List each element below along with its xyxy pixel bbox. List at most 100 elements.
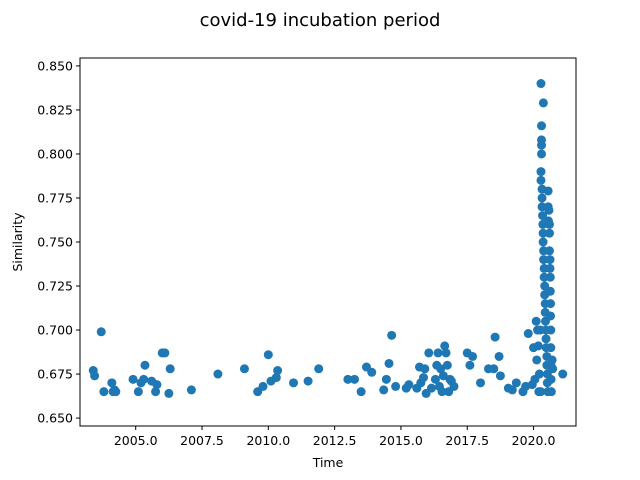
data-point	[536, 167, 546, 177]
x-tick-label: 2015.0	[379, 433, 423, 448]
data-point	[164, 388, 174, 398]
x-axis-ticks: 2005.0 2007.5 2010.0 2012.5 2015.0 2017.5 2020…	[114, 426, 556, 448]
data-point	[418, 373, 428, 383]
chart-title: covid-19 incubation period	[200, 10, 441, 31]
x-tick-label: 2005.0	[114, 433, 158, 448]
data-point	[543, 186, 553, 196]
data-points	[88, 79, 568, 398]
data-point	[258, 381, 268, 391]
data-point	[271, 373, 281, 383]
data-point	[544, 219, 554, 229]
data-point	[440, 341, 450, 351]
data-point	[430, 374, 440, 384]
data-point	[465, 360, 475, 370]
data-point	[99, 387, 109, 397]
data-point	[468, 351, 478, 361]
y-tick-label: 0.750	[37, 235, 73, 250]
data-point	[139, 374, 149, 384]
data-point	[495, 371, 505, 381]
data-point	[547, 355, 557, 365]
data-point	[165, 364, 175, 374]
data-point	[420, 364, 430, 374]
data-point	[239, 364, 249, 374]
data-point	[546, 299, 556, 309]
data-point	[449, 381, 459, 391]
x-tick-label: 2010.0	[246, 433, 290, 448]
data-point	[536, 175, 546, 185]
data-point	[289, 378, 299, 388]
data-point	[536, 79, 546, 89]
data-point	[507, 385, 517, 395]
data-point	[537, 193, 547, 203]
data-point	[350, 374, 360, 384]
data-point	[545, 263, 555, 273]
data-point	[424, 348, 434, 358]
x-axis-label: Time	[312, 455, 344, 470]
data-point	[544, 228, 554, 238]
data-point	[532, 355, 542, 365]
data-point	[90, 371, 100, 381]
data-point	[534, 369, 544, 379]
data-point	[160, 348, 170, 358]
y-tick-label: 0.700	[37, 323, 73, 338]
data-point	[538, 237, 548, 247]
y-tick-label: 0.650	[37, 411, 73, 426]
data-point	[537, 149, 547, 159]
data-point	[186, 385, 196, 395]
data-point	[379, 385, 389, 395]
data-point	[544, 205, 554, 215]
data-point	[523, 329, 533, 339]
y-tick-label: 0.725	[37, 279, 73, 294]
data-point	[303, 376, 313, 386]
data-point	[476, 378, 486, 388]
data-point	[539, 255, 549, 265]
x-tick-label: 2007.5	[180, 433, 224, 448]
data-point	[548, 364, 558, 374]
x-tick-label: 2012.5	[313, 433, 357, 448]
data-point	[546, 374, 556, 384]
data-point	[546, 325, 556, 335]
data-point	[356, 387, 366, 397]
data-point	[494, 351, 504, 361]
data-point	[111, 387, 121, 397]
data-point	[367, 367, 377, 377]
data-point	[273, 366, 283, 376]
data-point	[511, 378, 521, 388]
data-point	[545, 286, 555, 296]
data-point	[381, 374, 391, 384]
data-point	[490, 332, 500, 342]
data-point	[107, 378, 117, 388]
data-point	[489, 364, 499, 374]
data-point	[544, 246, 554, 256]
data-point	[437, 387, 447, 397]
data-point	[152, 380, 162, 390]
data-point	[546, 343, 556, 353]
y-tick-label: 0.825	[37, 102, 73, 117]
data-point	[558, 369, 568, 379]
data-point	[538, 228, 548, 238]
data-point	[538, 98, 548, 108]
y-tick-label: 0.850	[37, 58, 73, 73]
data-point	[541, 334, 551, 344]
data-point	[96, 327, 106, 337]
data-point	[263, 350, 273, 360]
data-point	[384, 358, 394, 368]
data-point	[426, 383, 436, 393]
plot-frame	[79, 57, 577, 427]
data-point	[545, 272, 555, 282]
data-point	[536, 387, 546, 397]
data-point	[538, 211, 548, 221]
data-point	[438, 371, 448, 381]
data-point	[404, 380, 414, 390]
data-point	[436, 364, 446, 374]
x-tick-label: 2020.0	[512, 433, 556, 448]
y-axis-label: Similarity	[10, 212, 25, 272]
y-tick-label: 0.775	[37, 190, 73, 205]
data-point	[533, 341, 543, 351]
y-tick-label: 0.675	[37, 367, 73, 382]
data-point	[546, 311, 556, 321]
data-point	[133, 387, 143, 397]
data-point	[545, 255, 555, 265]
data-point	[441, 348, 451, 358]
